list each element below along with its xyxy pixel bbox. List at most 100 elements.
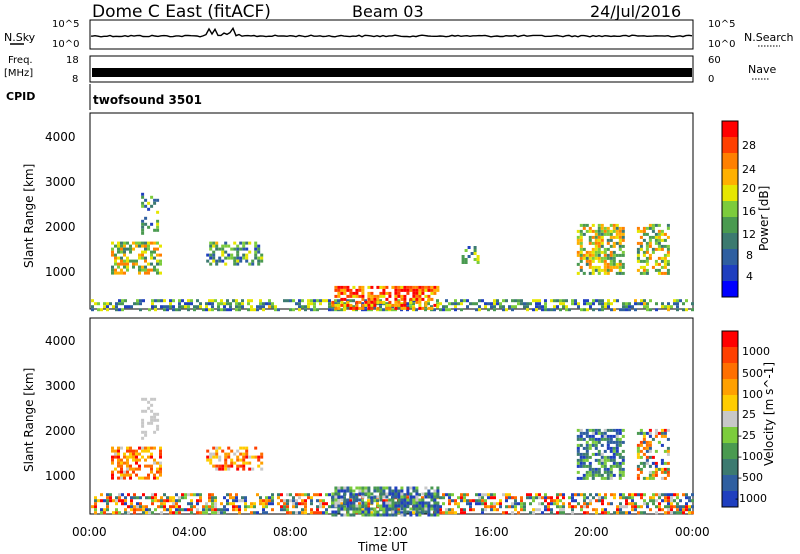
echo-cell	[106, 502, 109, 506]
echo-cell	[588, 443, 592, 447]
echo-cell	[343, 505, 346, 509]
echo-cell	[397, 492, 401, 496]
echo-cell	[600, 476, 604, 480]
echo-cell	[223, 511, 226, 515]
echo-cell	[619, 308, 622, 312]
echo-cell	[588, 253, 592, 257]
echo-cell	[579, 265, 583, 269]
echo-cell	[120, 458, 123, 462]
echo-cell	[379, 305, 382, 309]
echo-cell	[334, 504, 338, 508]
echo-cell	[436, 495, 440, 499]
echo-cell	[691, 511, 694, 515]
echo-cell	[586, 299, 589, 303]
echo-cell	[649, 499, 652, 503]
echo-cell	[307, 305, 310, 309]
echo-cell	[591, 229, 595, 233]
echo-cell	[316, 499, 319, 503]
echo-cell	[208, 299, 211, 303]
echo-cell	[615, 452, 619, 456]
echo-cell	[364, 510, 368, 514]
echo-cell	[594, 253, 598, 257]
echo-cell	[579, 232, 583, 236]
echo-cell	[172, 496, 175, 500]
echo-cell	[574, 499, 577, 503]
echo-cell	[657, 467, 661, 471]
echo-cell	[403, 495, 407, 499]
echo-cell	[334, 285, 338, 289]
echo-cell	[254, 247, 258, 251]
echo-cell	[586, 502, 589, 506]
echo-cell	[217, 302, 220, 306]
echo-cell	[603, 428, 607, 432]
echo-cell	[609, 440, 613, 444]
echo-cell	[388, 306, 392, 310]
echo-cell	[430, 495, 434, 499]
echo-cell	[666, 446, 670, 450]
echo-cell	[144, 259, 147, 263]
echo-cell	[337, 507, 341, 511]
echo-cell	[657, 247, 661, 251]
echo-cell	[606, 226, 610, 230]
echo-cell	[385, 306, 389, 310]
echo-cell	[208, 493, 211, 497]
echo-cell	[582, 256, 586, 260]
echo-cell	[379, 291, 383, 295]
echo-cell	[343, 303, 347, 307]
echo-cell	[295, 302, 298, 306]
echo-cell	[370, 501, 374, 505]
velocity-colorbar: 1000 500 100 25 -25 -100 -500 -1000 Velo…	[721, 330, 776, 508]
echo-cell	[106, 499, 109, 503]
echo-cell	[556, 505, 559, 509]
echo-cell	[385, 492, 389, 496]
echo-cell	[579, 458, 583, 462]
echo-cell	[382, 486, 386, 490]
echo-cell	[585, 440, 589, 444]
echo-cell	[526, 305, 529, 309]
echo-cell	[229, 502, 232, 506]
echo-cell	[286, 502, 289, 506]
echo-cell	[379, 504, 383, 508]
echo-cell	[460, 493, 463, 497]
echo-cell	[141, 430, 145, 434]
echo-cell	[628, 493, 631, 497]
nsky-trace	[90, 26, 693, 38]
echo-cell	[214, 505, 217, 509]
echo-cell	[430, 513, 434, 517]
echo-cell	[215, 467, 219, 471]
echo-cell	[588, 271, 592, 275]
echo-cell	[141, 195, 145, 199]
echo-cell	[400, 302, 403, 306]
echo-cell	[615, 449, 619, 453]
echo-cell	[588, 226, 592, 230]
echo-cell	[248, 455, 252, 459]
echo-cell	[355, 291, 359, 295]
echo-cell	[606, 268, 610, 272]
echo-cell	[153, 247, 156, 251]
echo-cell	[585, 458, 589, 462]
echo-cell	[154, 499, 157, 503]
echo-cell	[117, 449, 120, 453]
echo-cell	[505, 308, 508, 312]
echo-cell	[138, 256, 141, 260]
echo-cell	[553, 305, 556, 309]
echo-cell	[657, 232, 661, 236]
echo-cell	[304, 502, 307, 506]
echo-cell	[621, 229, 625, 233]
echo-cell	[150, 253, 153, 257]
echo-cell	[259, 305, 262, 309]
echo-cell	[310, 496, 313, 500]
echo-cell	[618, 232, 622, 236]
echo-cell	[427, 489, 431, 493]
echo-cell	[337, 489, 341, 493]
echo-cell	[442, 511, 445, 515]
echo-cell	[511, 308, 514, 312]
echo-cell	[136, 302, 139, 306]
echo-cell	[147, 201, 151, 205]
echo-cell	[559, 302, 562, 306]
echo-cell	[460, 499, 463, 503]
echo-cell	[385, 297, 389, 301]
echo-cell	[607, 502, 610, 506]
echo-cell	[343, 306, 347, 310]
echo-cell	[397, 303, 401, 307]
